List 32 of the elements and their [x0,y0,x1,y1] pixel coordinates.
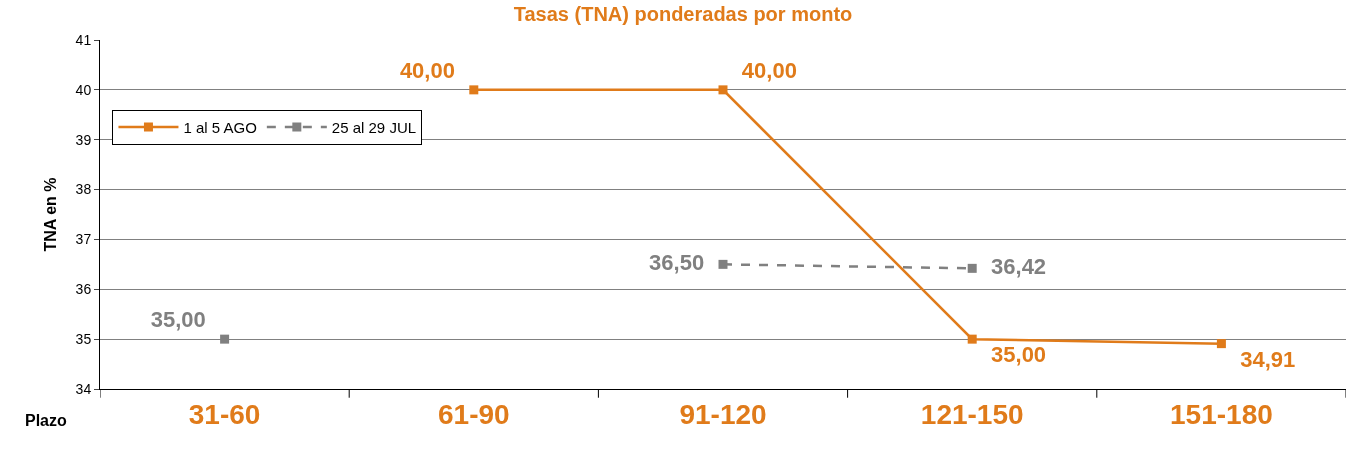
legend-label: 1 al 5 AGO [183,118,257,136]
data-label: 34,91 [1240,346,1296,372]
x-axis-title: Plazo [25,412,68,429]
x-tick-label: 151-180 [1170,398,1273,430]
y-tick-label: 38 [75,181,92,198]
x-tick-label: 121-150 [920,398,1024,430]
point [469,85,479,95]
y-tick-label: 35 [75,331,92,348]
chart-title: Tasas (TNA) ponderadas por monto [513,2,853,25]
x-tick-label: 61-90 [437,398,510,430]
point [718,85,728,95]
y-tick-label: 37 [75,231,92,248]
point [220,334,230,344]
point [967,263,977,273]
data-label: 40,00 [399,57,455,83]
y-tick-label: 40 [75,81,92,98]
y-tick-label: 34 [75,380,92,397]
data-label: 35,00 [150,307,206,333]
point [967,334,977,344]
data-label: 36,50 [649,249,705,275]
y-axis-title: TNA en % [41,177,59,252]
data-label: 36,42 [991,253,1047,279]
x-tick-label: 91-120 [679,398,767,430]
point [718,259,728,269]
legend-label: 25 al 29 JUL [331,118,417,136]
y-tick-label: 36 [75,281,92,298]
y-tick-label: 39 [75,131,92,148]
point [1216,339,1226,349]
x-tick-label: 31-60 [188,398,261,430]
y-tick-label: 41 [75,31,92,48]
data-label: 35,00 [991,342,1047,368]
data-label: 40,00 [741,57,797,83]
